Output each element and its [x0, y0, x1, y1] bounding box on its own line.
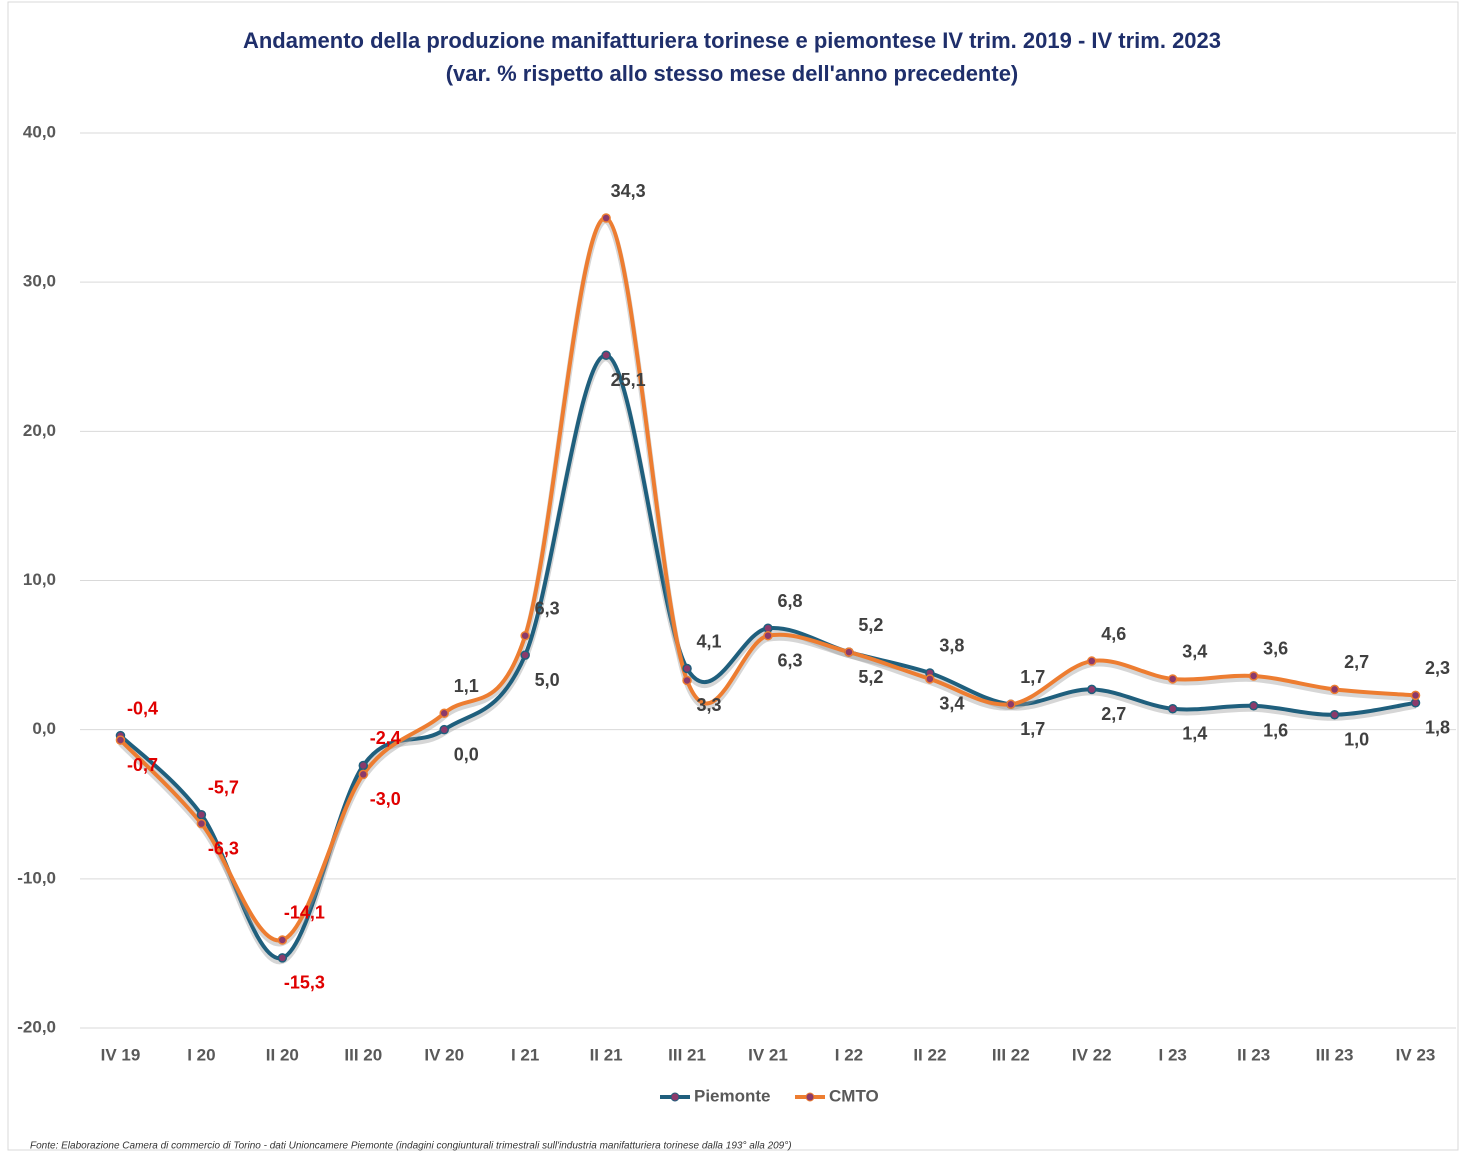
- point: [1006, 699, 1016, 710]
- x-tick-label: I 21: [511, 1045, 539, 1064]
- data-label: 2,7: [1101, 704, 1126, 724]
- point: [196, 809, 207, 820]
- legend-marker: [670, 1092, 680, 1102]
- y-tick-label: 30,0: [23, 272, 56, 291]
- point: [1248, 701, 1259, 711]
- data-label: 6,3: [777, 650, 802, 670]
- x-tick-label: II 21: [590, 1045, 623, 1064]
- data-label: 0,0: [454, 744, 479, 764]
- point: [439, 708, 449, 719]
- point: [601, 213, 611, 223]
- point: [1329, 710, 1340, 720]
- line-shadow: [118, 355, 1416, 964]
- point: [115, 735, 126, 745]
- point: [763, 630, 773, 641]
- data-label: 1,1: [454, 676, 479, 696]
- point: [277, 935, 288, 945]
- point: [1167, 674, 1178, 684]
- x-tick-label: III 21: [668, 1045, 706, 1064]
- x-tick-label: I 22: [835, 1045, 863, 1064]
- data-label: 4,1: [697, 631, 722, 651]
- x-tick-label: III 20: [344, 1045, 382, 1064]
- data-label: 1,0: [1344, 730, 1369, 750]
- x-tick-label: I 20: [187, 1045, 215, 1064]
- x-tick-label: IV 21: [748, 1045, 788, 1064]
- y-tick-label: 20,0: [23, 421, 56, 440]
- data-label: -0,4: [127, 698, 158, 718]
- data-label: 1,6: [1263, 721, 1288, 741]
- point: [277, 953, 288, 963]
- x-tick-label: I 23: [1159, 1045, 1187, 1064]
- data-label: -15,3: [284, 973, 325, 993]
- x-tick-label: III 22: [992, 1045, 1030, 1064]
- chart-title: Andamento della produzione manifatturier…: [243, 28, 1221, 53]
- frame: [7, 1, 1459, 1151]
- point: [439, 724, 449, 735]
- point: [601, 350, 611, 361]
- x-tick-label: II 22: [913, 1045, 946, 1064]
- y-tick-label: 10,0: [23, 570, 56, 589]
- x-tick-label: III 23: [1316, 1045, 1354, 1064]
- data-label: 4,6: [1101, 624, 1126, 644]
- x-tick-label: II 23: [1237, 1045, 1270, 1064]
- point: [1410, 690, 1421, 701]
- point: [1329, 684, 1340, 695]
- y-tick-label: -10,0: [17, 868, 56, 887]
- point: [1087, 656, 1097, 666]
- point: [520, 630, 530, 641]
- point: [1167, 704, 1178, 714]
- x-tick-label: IV 23: [1396, 1045, 1436, 1064]
- point: [844, 647, 854, 657]
- data-label: 5,2: [858, 615, 883, 635]
- point: [682, 675, 692, 686]
- line-shadow: [118, 218, 1416, 947]
- x-tick-label: IV 20: [424, 1045, 464, 1064]
- y-tick-label: 0,0: [32, 719, 56, 738]
- y-tick-label: -20,0: [17, 1017, 56, 1036]
- data-label: 5,2: [858, 667, 883, 687]
- point: [196, 818, 207, 829]
- data-label: 3,8: [939, 636, 964, 656]
- data-label: 3,4: [1182, 642, 1207, 662]
- data-label: 3,3: [697, 695, 722, 715]
- data-label: 6,8: [777, 591, 802, 611]
- data-label: 1,8: [1425, 718, 1450, 738]
- series-line: [119, 216, 1416, 943]
- legend-label: CMTO: [829, 1086, 879, 1105]
- legend-marker: [805, 1092, 815, 1102]
- point: [358, 760, 369, 771]
- data-label: 3,4: [939, 694, 964, 714]
- data-label: -6,3: [208, 838, 239, 858]
- point: [925, 674, 935, 684]
- data-label: 2,7: [1344, 652, 1369, 672]
- x-tick-label: IV 22: [1072, 1045, 1112, 1064]
- data-label: -0,7: [127, 755, 158, 775]
- data-label: 34,3: [611, 181, 646, 201]
- chart-subtitle: (var. % rispetto allo stesso mese dell'a…: [446, 61, 1019, 86]
- x-tick-label: II 20: [266, 1045, 299, 1064]
- x-tick-label: IV 19: [101, 1045, 141, 1064]
- point: [1248, 671, 1259, 681]
- point: [520, 650, 530, 660]
- data-label: -2,4: [370, 728, 401, 748]
- data-label: 1,7: [1020, 667, 1045, 687]
- series-line: [119, 353, 1416, 960]
- data-label: 6,3: [535, 598, 560, 618]
- data-label: 1,4: [1182, 724, 1207, 744]
- point: [358, 769, 369, 780]
- point: [682, 663, 692, 674]
- data-label: -14,1: [284, 903, 325, 923]
- point: [1087, 684, 1097, 695]
- data-label: 3,6: [1263, 639, 1288, 659]
- source-note: Fonte: Elaborazione Camera di commercio …: [30, 1141, 792, 1152]
- data-label: 25,1: [611, 370, 646, 390]
- data-label: 5,0: [535, 670, 560, 690]
- y-tick-label: 40,0: [23, 122, 56, 141]
- legend-label: Piemonte: [694, 1086, 771, 1105]
- data-label: 2,3: [1425, 658, 1450, 678]
- data-label: -3,0: [370, 789, 401, 809]
- data-label: 1,7: [1020, 719, 1045, 739]
- data-label: -5,7: [208, 777, 239, 797]
